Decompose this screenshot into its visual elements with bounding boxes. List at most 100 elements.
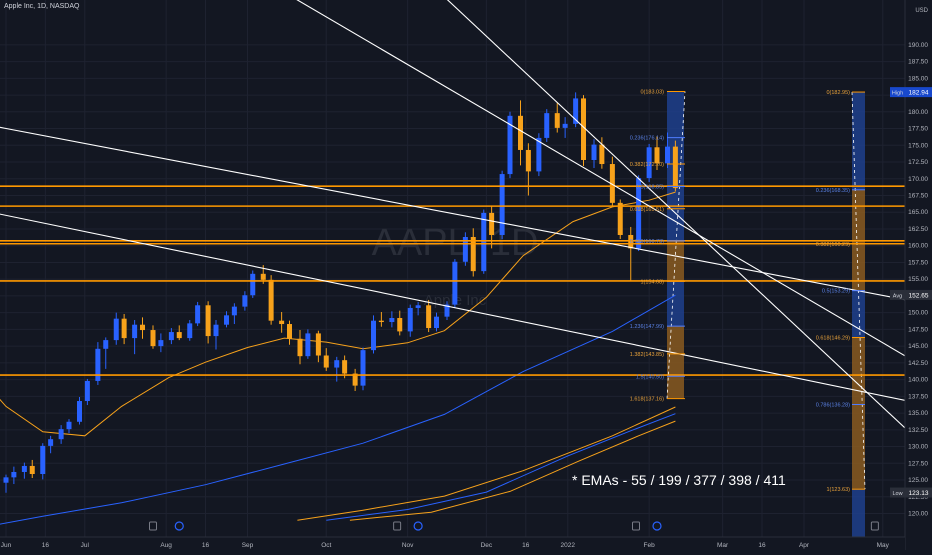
candle-body[interactable]	[636, 178, 642, 249]
candle-body[interactable]	[371, 320, 376, 351]
dividend-marker-icon[interactable]	[413, 521, 423, 531]
candle-body[interactable]	[140, 324, 145, 331]
candle-body[interactable]	[305, 333, 311, 357]
candle-body[interactable]	[397, 318, 403, 332]
candle-body[interactable]	[121, 318, 127, 339]
candle-body[interactable]	[176, 332, 182, 339]
candle-body[interactable]	[554, 113, 560, 128]
candle-body[interactable]	[113, 318, 119, 341]
candle-body[interactable]	[665, 146, 670, 164]
candle-body[interactable]	[21, 465, 27, 472]
candle-body[interactable]	[315, 333, 321, 356]
candle-body[interactable]	[242, 295, 248, 307]
candle-body[interactable]	[426, 305, 432, 329]
candle-body[interactable]	[525, 149, 531, 172]
candle-body[interactable]	[150, 330, 156, 347]
price-tick-label: 177.50	[908, 126, 928, 133]
earnings-marker-icon[interactable]	[393, 521, 402, 531]
event-markers-layer[interactable]	[149, 521, 879, 531]
candle-body[interactable]	[617, 202, 623, 235]
candle-body[interactable]	[187, 323, 193, 339]
candle-body[interactable]	[434, 316, 439, 329]
time-tick-label: Jul	[81, 542, 90, 549]
candle-body[interactable]	[470, 236, 476, 272]
candle-body[interactable]	[158, 340, 164, 347]
trendline[interactable]	[0, 209, 932, 416]
candle-body[interactable]	[654, 147, 660, 164]
trendline[interactable]	[431, 0, 932, 498]
candle-body[interactable]	[287, 324, 292, 339]
time-axis[interactable]: Jun 16 Jul Aug 16 Sep Oct Nov Dec 16 2022 Feb Mar 16 A…	[0, 536, 905, 550]
candle-body[interactable]	[609, 164, 615, 203]
trendline[interactable]	[271, 0, 932, 400]
candle-body[interactable]	[591, 144, 597, 161]
candle-body[interactable]	[628, 234, 634, 249]
candle-body[interactable]	[168, 332, 174, 341]
candle-body[interactable]	[581, 98, 586, 161]
candle-body[interactable]	[646, 147, 652, 179]
dividend-marker-icon[interactable]	[652, 521, 662, 531]
candle-body[interactable]	[389, 318, 395, 323]
candle-body[interactable]	[231, 306, 237, 316]
candle-body[interactable]	[103, 340, 109, 349]
candle-body[interactable]	[29, 465, 35, 474]
earnings-marker-icon[interactable]	[632, 521, 640, 531]
candle-body[interactable]	[40, 445, 46, 474]
candle-body[interactable]	[489, 212, 495, 235]
candle-body[interactable]	[444, 304, 450, 317]
candle-body[interactable]	[323, 355, 329, 368]
candle-body[interactable]	[415, 305, 421, 308]
fib2-level-label: 0.5(153.29)	[822, 289, 850, 295]
candle-body[interactable]	[536, 137, 542, 172]
earnings-marker-icon[interactable]	[870, 521, 879, 531]
time-tick-label: May	[877, 542, 890, 549]
candle-body[interactable]	[224, 315, 229, 325]
candle-body[interactable]	[58, 429, 64, 440]
candle-body[interactable]	[213, 324, 219, 337]
candle-body[interactable]	[462, 236, 468, 262]
candle-body[interactable]	[11, 471, 17, 478]
candle-body[interactable]	[66, 421, 72, 430]
fib2-level-label: 0.236(168.35)	[816, 188, 850, 194]
candle-body[interactable]	[334, 360, 340, 368]
candle-body[interactable]	[407, 307, 413, 332]
earnings-marker-icon[interactable]	[149, 521, 157, 531]
candles-layer[interactable]	[0, 92, 678, 493]
trendline[interactable]	[0, 123, 932, 314]
candle-body[interactable]	[518, 115, 523, 150]
candle-body[interactable]	[499, 174, 505, 235]
axis-marker-value-box	[905, 87, 932, 98]
candle-body[interactable]	[352, 373, 358, 386]
candle-body[interactable]	[360, 350, 366, 386]
candle-body[interactable]	[562, 123, 568, 128]
candle-body[interactable]	[297, 338, 303, 357]
candle-body[interactable]	[378, 320, 384, 323]
candle-body[interactable]	[84, 380, 90, 402]
candle-body[interactable]	[507, 115, 513, 175]
candle-body[interactable]	[260, 273, 266, 280]
candle-body[interactable]	[95, 348, 101, 381]
candle-body[interactable]	[205, 305, 211, 337]
candle-body[interactable]	[48, 439, 54, 446]
time-tick-label: 16	[758, 542, 766, 549]
candle-body[interactable]	[132, 324, 138, 339]
candle-body[interactable]	[481, 212, 487, 272]
candle-body[interactable]	[250, 273, 256, 296]
candle-body[interactable]	[599, 144, 605, 165]
price-axis[interactable]: USD 190.00187.50185.00182.50180.00177.50…	[890, 0, 932, 550]
candle-body[interactable]	[672, 146, 678, 189]
candle-body[interactable]	[3, 477, 9, 483]
dividend-marker-icon[interactable]	[174, 521, 184, 531]
candle-body[interactable]	[195, 305, 201, 324]
candle-body[interactable]	[544, 113, 550, 138]
candle-body[interactable]	[279, 320, 285, 325]
candle-body[interactable]	[77, 401, 82, 422]
candle-body[interactable]	[268, 279, 274, 321]
trendlines-layer[interactable]	[0, 0, 932, 498]
candle-body[interactable]	[342, 360, 348, 374]
candle-body[interactable]	[573, 98, 579, 124]
candle-body[interactable]	[452, 261, 458, 305]
